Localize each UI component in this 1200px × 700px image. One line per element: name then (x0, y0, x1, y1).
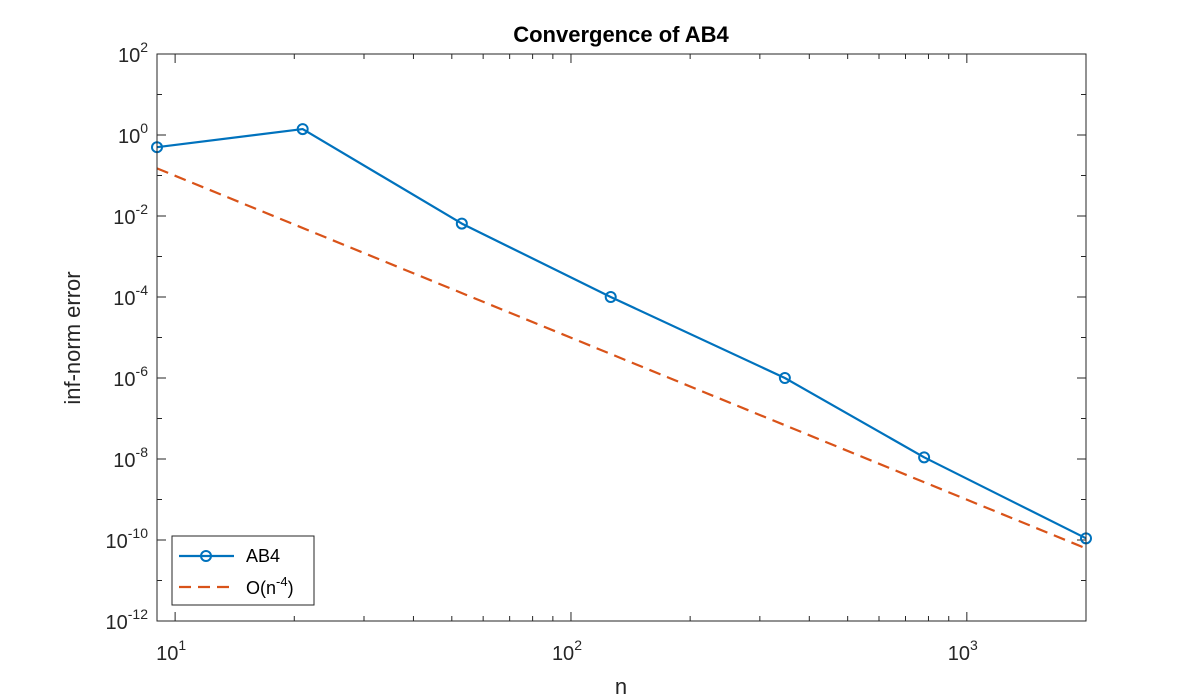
y-tick-label: 10-6 (113, 363, 148, 391)
data-point-ab4 (918, 451, 931, 464)
x-tick-labels: 101 102 103 (156, 637, 978, 665)
y-axis-label: inf-norm error (60, 271, 85, 404)
legend-box (171, 535, 315, 606)
chart-title: Convergence of AB4 (513, 22, 729, 47)
legend-label-order: O(n-4) (246, 574, 294, 598)
x-axis-label: n (615, 674, 627, 699)
data-point-ab4 (455, 217, 468, 230)
plot-area (157, 54, 1086, 621)
x-tick-label: 103 (948, 637, 978, 665)
series-line-ab4 (156, 127, 1087, 540)
y-tick-label: 10-10 (106, 525, 149, 553)
x-tick-label: 101 (156, 637, 186, 665)
plot-box (156, 53, 1087, 622)
y-tick-labels: 10-12 10-10 10-8 10-6 10-4 10-2 100 102 (106, 39, 149, 634)
y-tick-label: 10-8 (113, 444, 148, 472)
y-tick-label: 10-2 (113, 201, 148, 229)
legend-label-ab4: AB4 (246, 546, 280, 566)
data-point-ab4 (296, 123, 309, 136)
series-line-order-reference (156, 167, 1087, 550)
legend-marker-ab4 (200, 550, 212, 562)
data-point-ab4 (604, 291, 617, 303)
x-tick-label: 102 (552, 637, 582, 665)
y-tick-label: 10-4 (113, 282, 148, 310)
y-tick-label: 102 (118, 39, 148, 67)
y-tick-label: 10-12 (106, 606, 149, 634)
y-tick-label: 100 (118, 120, 148, 148)
series-layer (151, 123, 1092, 550)
legend: AB4 O(n-4) (171, 535, 315, 606)
data-point-ab4 (778, 372, 791, 384)
